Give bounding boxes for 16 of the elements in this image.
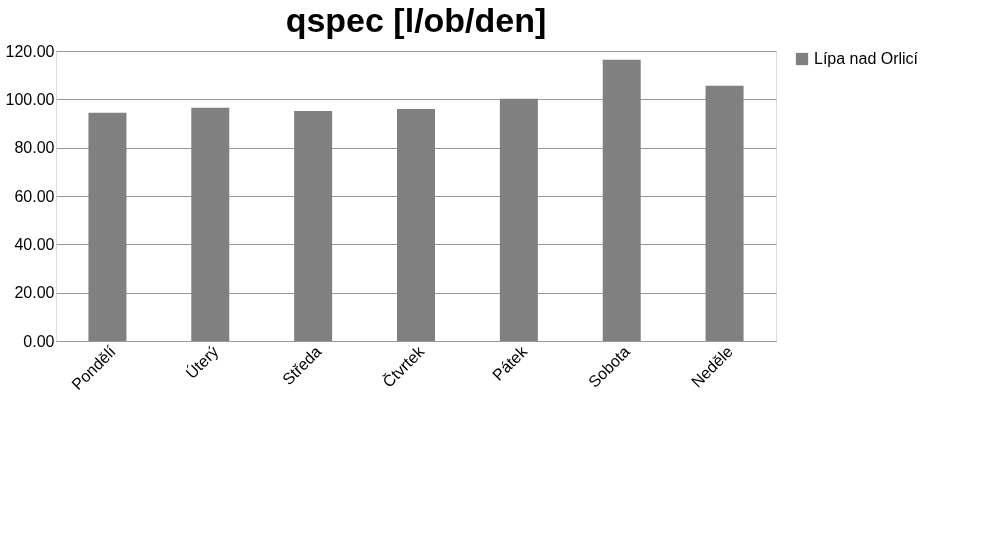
- y-tick-label: 0.00: [23, 332, 55, 350]
- y-tick-label: 60.00: [14, 187, 55, 205]
- chart-title: qspec [l/ob/den]: [285, 1, 547, 39]
- y-tick-label: 40.00: [14, 235, 55, 253]
- bar: [294, 110, 333, 341]
- bar: [705, 85, 744, 341]
- bar: [602, 59, 641, 341]
- bar: [397, 109, 435, 341]
- bar: [88, 112, 127, 341]
- y-tick-label: 120.00: [5, 42, 55, 60]
- y-tick-label: 80.00: [14, 139, 55, 157]
- legend-label: Lípa nad Orlicí: [814, 50, 919, 67]
- y-tick-label: 20.00: [14, 284, 55, 302]
- bar: [191, 107, 230, 341]
- y-tick-label: 100.00: [5, 90, 55, 108]
- bar: [499, 98, 538, 341]
